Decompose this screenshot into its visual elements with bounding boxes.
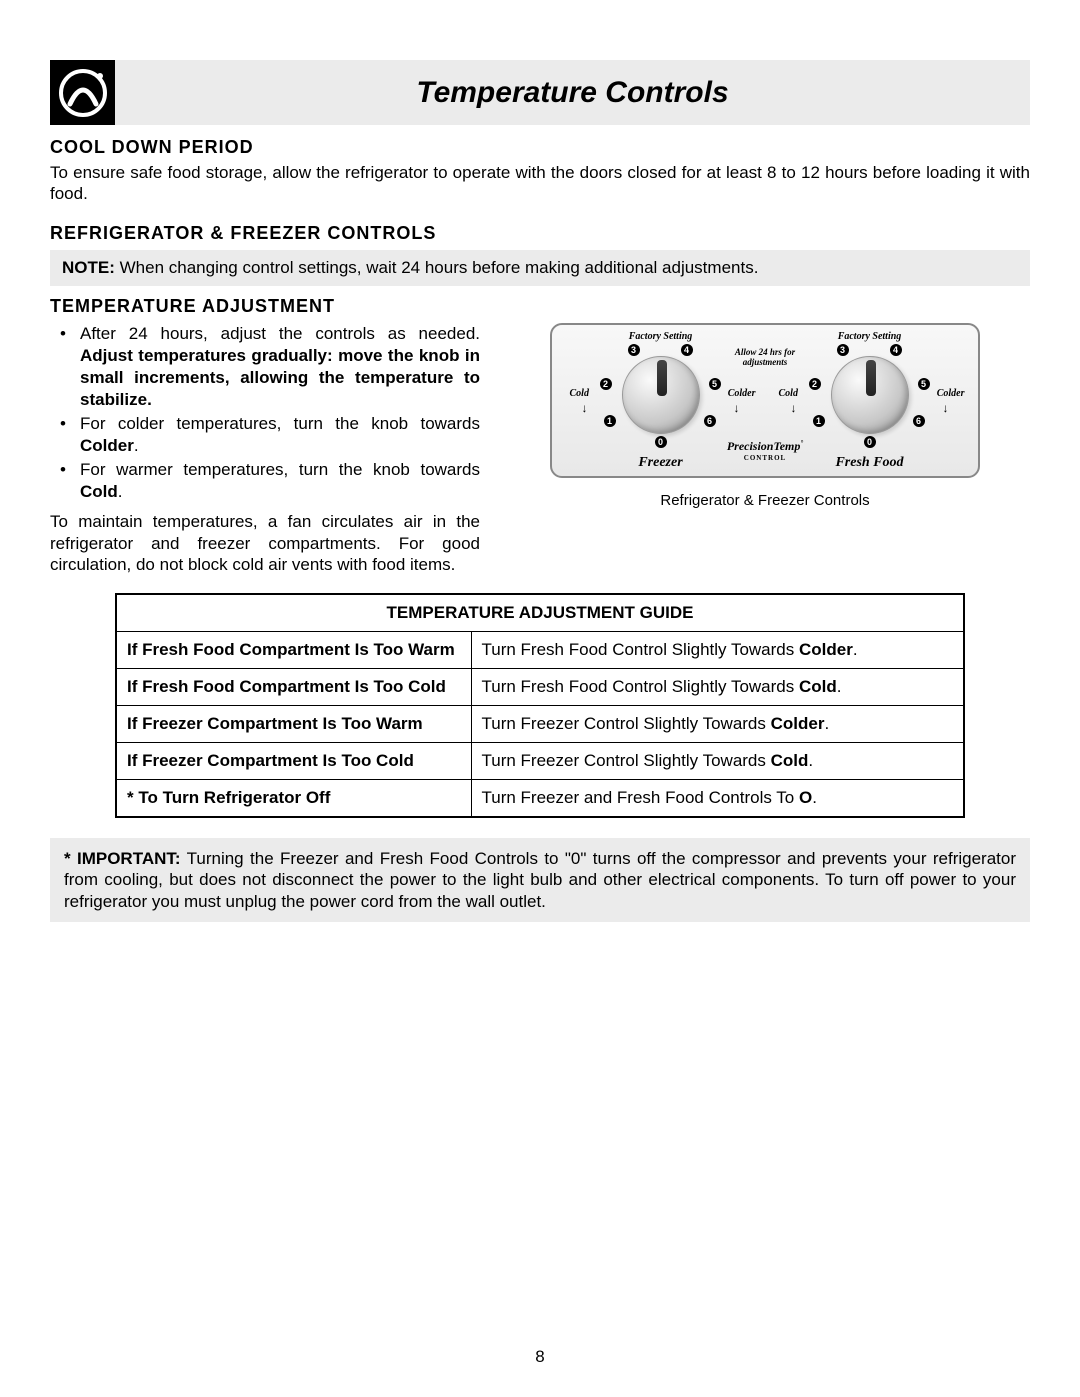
table-row: * To Turn Refrigerator Off Turn Freezer …	[116, 780, 964, 818]
note-box: NOTE: When changing control settings, wa…	[50, 250, 1030, 286]
down-arrow-icon: ↓	[943, 401, 949, 415]
factory-setting-label: Factory Setting	[775, 331, 965, 342]
note-label: NOTE:	[62, 258, 115, 277]
title-bar: Temperature Controls	[50, 60, 1030, 125]
left-column: After 24 hours, adjust the controls as n…	[50, 323, 480, 576]
adjustment-heading: TEMPERATURE ADJUSTMENT	[50, 296, 1030, 317]
colder-label: Colder	[937, 388, 965, 399]
page-title: Temperature Controls	[115, 76, 1030, 110]
two-column-layout: After 24 hours, adjust the controls as n…	[50, 323, 1030, 576]
controls-heading: REFRIGERATOR & FREEZER CONTROLS	[50, 223, 1030, 244]
down-arrow-icon: ↓	[734, 401, 740, 415]
bullet-item: For colder temperatures, turn the knob t…	[80, 413, 480, 457]
dial-icon	[50, 60, 115, 125]
cold-label: Cold	[779, 388, 798, 399]
cool-down-heading: COOL DOWN PERIOD	[50, 137, 1030, 158]
important-text: Turning the Freezer and Fresh Food Contr…	[64, 849, 1016, 911]
bullet-item: For warmer temperatures, turn the knob t…	[80, 459, 480, 503]
right-column: Factory Setting 1 2 3 4 5 6 0 Cold ↓ Col…	[500, 323, 1030, 576]
table-row: If Freezer Compartment Is Too Warm Turn …	[116, 706, 964, 743]
precisiontemp-label: PrecisionTemp° CONTROL	[552, 439, 978, 462]
bullet-item: After 24 hours, adjust the controls as n…	[80, 323, 480, 411]
cold-label: Cold	[570, 388, 589, 399]
down-arrow-icon: ↓	[791, 401, 797, 415]
adjustment-tail: To maintain temperatures, a fan circulat…	[50, 511, 480, 575]
adjustment-guide-table: TEMPERATURE ADJUSTMENT GUIDE If Fresh Fo…	[115, 593, 965, 818]
cool-down-text: To ensure safe food storage, allow the r…	[50, 162, 1030, 205]
freshfood-dial	[831, 356, 909, 434]
page-number: 8	[0, 1347, 1080, 1367]
colder-label: Colder	[728, 388, 756, 399]
freezer-dial	[622, 356, 700, 434]
panel-caption: Refrigerator & Freezer Controls	[660, 492, 869, 509]
bullet-list: After 24 hours, adjust the controls as n…	[50, 323, 480, 504]
guide-title: TEMPERATURE ADJUSTMENT GUIDE	[116, 594, 964, 632]
down-arrow-icon: ↓	[582, 401, 588, 415]
important-box: * IMPORTANT: Turning the Freezer and Fre…	[50, 838, 1030, 922]
note-text: When changing control settings, wait 24 …	[115, 258, 759, 277]
table-row: If Fresh Food Compartment Is Too Warm Tu…	[116, 632, 964, 669]
table-row: If Freezer Compartment Is Too Cold Turn …	[116, 743, 964, 780]
allow-24hrs-label: Allow 24 hrs foradjustments	[552, 347, 978, 367]
factory-setting-label: Factory Setting	[566, 331, 756, 342]
dial-panel: Factory Setting 1 2 3 4 5 6 0 Cold ↓ Col…	[550, 323, 980, 478]
important-label: * IMPORTANT:	[64, 849, 181, 868]
table-row: If Fresh Food Compartment Is Too Cold Tu…	[116, 669, 964, 706]
